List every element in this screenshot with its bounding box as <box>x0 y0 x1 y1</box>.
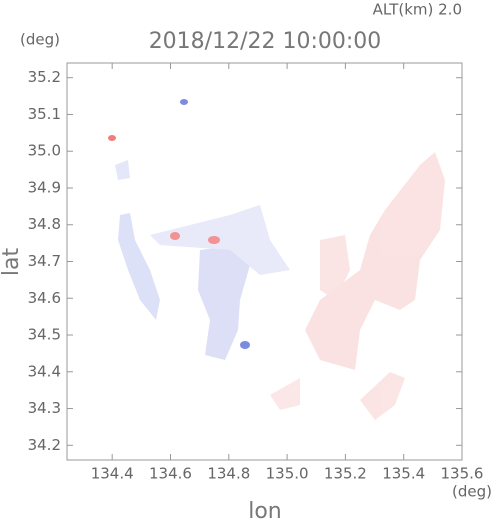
echo-cell <box>180 99 188 105</box>
y-tick-label: 34.4 <box>28 362 61 380</box>
echo-cell <box>208 236 220 244</box>
x-tick-label: 134.4 <box>91 465 134 483</box>
echo-cell <box>108 135 116 141</box>
y-tick-label: 35.0 <box>28 142 61 160</box>
y-tick-label: 34.5 <box>28 326 61 344</box>
y-tick-label: 34.9 <box>28 178 61 196</box>
y-axis-label: lat <box>0 248 24 277</box>
echo-region <box>305 152 445 370</box>
altitude-label: ALT(km) 2.0 <box>373 1 462 19</box>
echo-region <box>115 160 130 180</box>
chart-title: 2018/12/22 10:00:00 <box>149 29 382 54</box>
x-tick-label: 135.0 <box>266 465 309 483</box>
y-tick-label: 34.3 <box>28 399 61 417</box>
echo-cell <box>240 341 250 349</box>
echo-region <box>360 372 405 420</box>
x-tick-label: 135.2 <box>324 465 367 483</box>
echo-region <box>198 245 250 360</box>
y-tick-label: 35.1 <box>28 105 61 123</box>
y-tick-label: 34.7 <box>28 252 61 270</box>
y-tick-label: 34.2 <box>28 436 61 454</box>
x-tick-label: 134.8 <box>207 465 250 483</box>
echo-cell <box>170 232 180 240</box>
axes: 134.4 134.6 134.8 135.0 135.2 135.4 135.6 34.2 3… <box>28 63 484 483</box>
x-tick-label: 135.6 <box>441 465 484 483</box>
x-tick-label: 135.4 <box>382 465 425 483</box>
y-tick-label: 35.2 <box>28 68 61 86</box>
echo-region <box>270 378 300 410</box>
x-axis-label: lon <box>248 499 282 521</box>
y-tick-label: 34.8 <box>28 215 61 233</box>
echo-region <box>118 213 160 320</box>
y-tick-label: 34.6 <box>28 289 61 307</box>
echo-field <box>108 99 445 420</box>
x-tick-label: 134.6 <box>149 465 192 483</box>
y-unit: (deg) <box>20 31 60 49</box>
x-unit: (deg) <box>452 483 491 501</box>
